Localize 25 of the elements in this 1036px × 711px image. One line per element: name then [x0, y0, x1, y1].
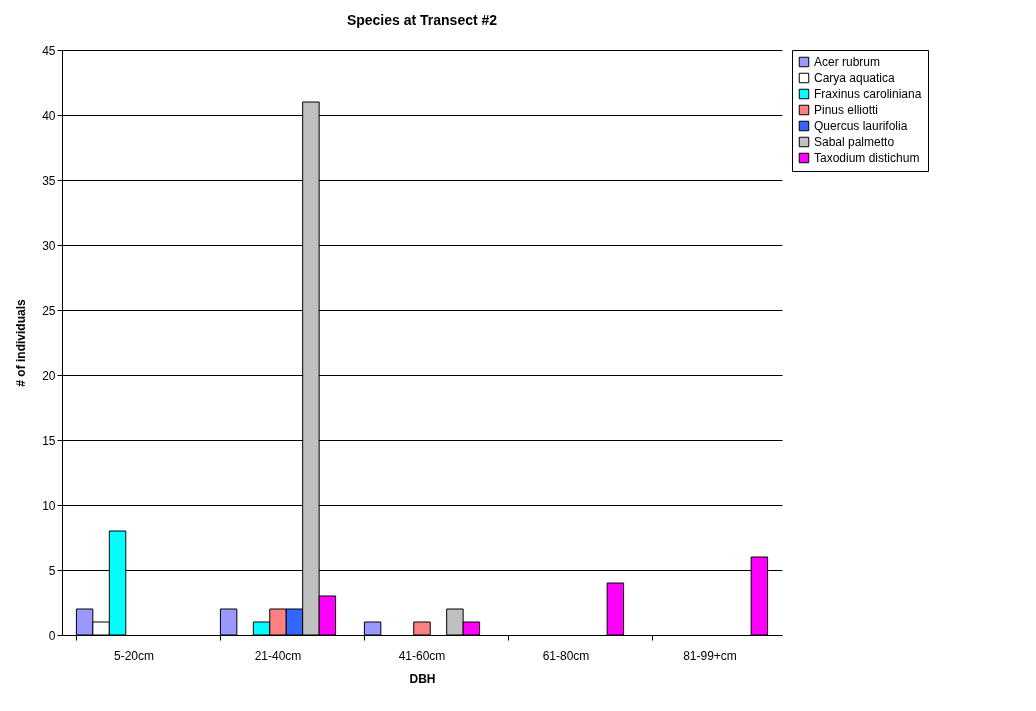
chart-title: Species at Transect #2	[346, 12, 498, 28]
y-axis-title: # of individuals	[14, 299, 29, 387]
y-tick-label: 15	[42, 433, 56, 448]
y-tick-label: 45	[42, 43, 56, 58]
legend-label: Sabal palmetto	[814, 135, 895, 149]
x-axis-title: DBH	[409, 671, 436, 686]
x-tick-label: 41-60cm	[398, 648, 446, 663]
x-tick-label: 61-80cm	[542, 648, 590, 663]
x-tick-label: 81-99+cm	[683, 648, 737, 663]
legend-label: Fraxinus caroliniana	[814, 87, 922, 101]
legend-label: Carya aquatica	[814, 71, 896, 85]
y-tick-label: 25	[42, 303, 56, 318]
y-tick-label: 0	[48, 628, 56, 643]
y-tick-label: 40	[42, 108, 56, 123]
y-tick-label: 35	[42, 173, 56, 188]
legend-label: Quercus laurifolia	[814, 119, 908, 133]
y-tick-label: 10	[42, 498, 56, 513]
x-tick-label: 5-20cm	[113, 648, 155, 663]
x-tick-label: 21-40cm	[254, 648, 302, 663]
y-tick-label: 5	[48, 563, 56, 578]
legend-label: Taxodium distichum	[814, 151, 920, 165]
legend-label: Acer rubrum	[814, 55, 881, 69]
y-tick-label: 30	[42, 238, 56, 253]
legend-label: Pinus elliotti	[814, 103, 879, 117]
y-tick-label: 20	[42, 368, 56, 383]
